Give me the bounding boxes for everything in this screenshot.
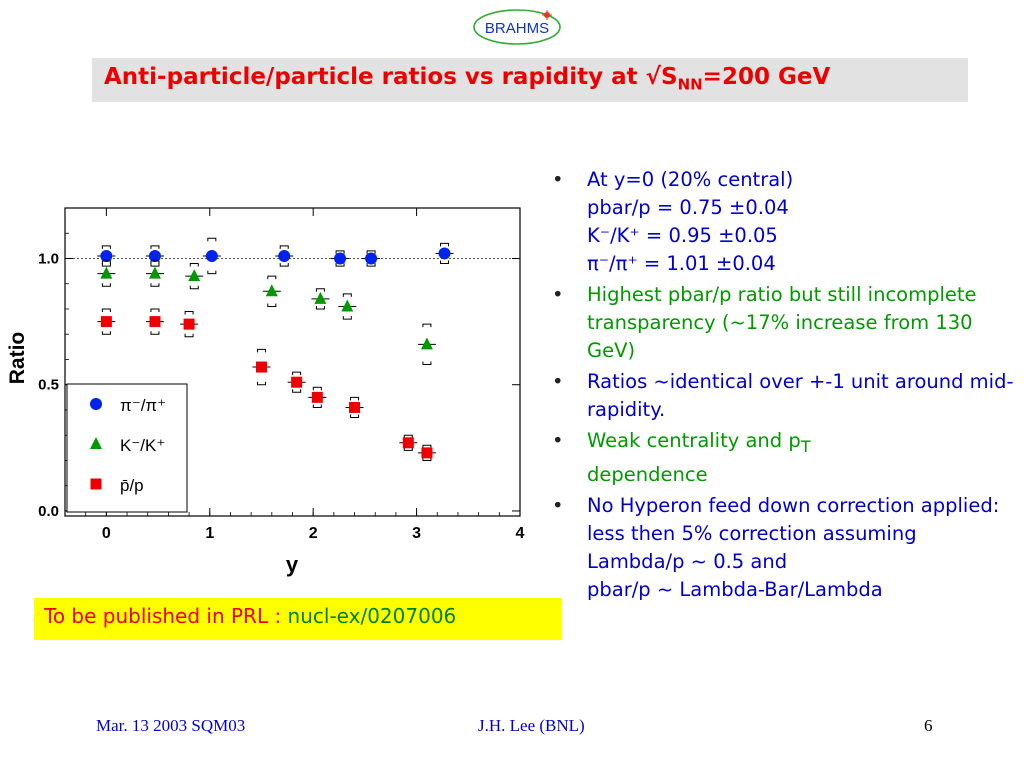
slide-title: Anti-particle/particle ratios vs rapidit… <box>104 64 830 94</box>
legend: π⁻/π⁺ K⁻/K⁺ p̄/p <box>66 383 188 513</box>
bullet-marker: • <box>552 429 564 452</box>
legend-items: π⁻/π⁺ K⁻/K⁺ p̄/p <box>90 396 166 495</box>
ratio-vs-rapidity-chart: 0 1 2 3 4 0.0 0.5 1.0 y Ratio π⁻/π⁺ K⁻/K⁺ p̄/p <box>6 207 525 577</box>
legend-box <box>66 383 188 513</box>
data-point-circle <box>148 249 161 262</box>
publication-reference: nucl-ex/0207006 <box>287 604 457 628</box>
y-tick-label: 1.0 <box>38 250 59 267</box>
x-tick-label: 4 <box>516 525 525 542</box>
bullet-line-text: Weak centrality and p <box>587 429 801 452</box>
data-point-circle <box>365 252 378 265</box>
bullet-line: pbar/p ~ Lambda-Bar/Lambda <box>587 577 883 601</box>
bullet-line: At y=0 (20% central) <box>587 168 794 191</box>
title-bar: Anti-particle/particle ratios vs rapidit… <box>92 58 968 102</box>
x-tick-label: 2 <box>309 525 318 542</box>
data-point-triangle <box>341 299 354 312</box>
bullet-line: Ratios ~identical over +-1 unit around m… <box>587 370 1014 421</box>
data-point-triangle <box>188 269 201 282</box>
data-point-triangle <box>148 266 161 279</box>
publication-prefix: To be published in PRL : <box>44 604 288 628</box>
pt-subscript: T <box>800 436 811 456</box>
y-tick-label: 0.0 <box>38 503 59 520</box>
bullet-marker: • <box>552 283 564 306</box>
legend-marker-circle <box>90 398 102 410</box>
x-tick-label: 3 <box>412 525 421 542</box>
legend-label: K⁻/K⁺ <box>120 436 165 455</box>
bullet-line: dependence <box>587 462 708 486</box>
bullet-marker: • <box>552 370 564 393</box>
data-point-circle <box>278 249 291 262</box>
data-point-square <box>421 447 433 459</box>
legend-label: π⁻/π⁺ <box>120 396 166 415</box>
logo-text: BRAHMS <box>485 20 549 37</box>
data-point-triangle <box>265 284 278 297</box>
bullet-line: Highest pbar/p ratio but still incomplet… <box>587 283 977 362</box>
bullet-list: • At y=0 (20% central) pbar/p = 0.75 ±0.… <box>548 166 1018 607</box>
bullet-line: No Hyperon feed down correction applied:… <box>587 493 1000 545</box>
bullet-y0-ratios: • At y=0 (20% central) pbar/p = 0.75 ±0.… <box>548 166 1018 278</box>
data-point-square <box>402 437 414 449</box>
legend-marker-triangle <box>90 437 102 449</box>
data-point-square <box>255 361 267 373</box>
title-prefix: Anti-particle/particle ratios vs rapidit… <box>104 64 678 90</box>
brahms-logo: BRAHMS <box>472 8 562 46</box>
publication-note: To be published in PRL : nucl-ex/0207006 <box>34 598 562 640</box>
bullet-feed-down: • No Hyperon feed down correction applie… <box>548 492 1018 604</box>
data-point-square <box>349 401 361 413</box>
data-point-square <box>291 376 303 388</box>
x-tick-label: 0 <box>102 525 111 542</box>
footer-author: J.H. Lee (BNL) <box>478 716 585 735</box>
legend-label: p̄/p <box>120 476 144 495</box>
bullet-centrality: • Weak centrality and pT dependence <box>548 427 1018 489</box>
data-point-square <box>100 316 112 328</box>
data-point-circle <box>100 249 113 262</box>
page-number: 6 <box>924 716 933 735</box>
data-point-square <box>149 316 161 328</box>
x-tick-label: 1 <box>205 525 214 542</box>
y-tick-label: 0.5 <box>38 377 59 394</box>
data-point-circle <box>438 247 451 260</box>
title-suffix: =200 GeV <box>702 64 831 90</box>
data-point-triangle <box>314 291 327 304</box>
data-points <box>97 237 454 461</box>
bullet-line: Weak centrality and pT <box>587 427 1018 461</box>
y-axis-label: Ratio <box>6 332 29 385</box>
title-subscript: NN <box>677 75 703 94</box>
bullet-transparency: • Highest pbar/p ratio but still incompl… <box>548 281 1018 365</box>
logo-star-icon <box>542 10 552 20</box>
bullet-line: Lambda/p ~ 0.5 and <box>587 549 788 573</box>
data-point-triangle <box>100 266 113 279</box>
pbar-p-value: pbar/p = 0.75 ±0.04 <box>587 196 789 219</box>
x-axis: 0 1 2 3 4 <box>64 208 525 542</box>
legend-marker-square <box>90 478 102 490</box>
bullet-mid-rapidity: • Ratios ~identical over +-1 unit around… <box>548 368 1018 424</box>
kaon-ratio-value: K⁻/K⁺ = 0.95 ±0.05 <box>587 224 778 247</box>
data-point-circle <box>334 252 347 265</box>
data-point-square <box>183 318 195 330</box>
x-axis-label: y <box>286 552 299 577</box>
data-point-square <box>311 391 323 403</box>
data-point-triangle <box>420 337 433 350</box>
footer-date-event: Mar. 13 2003 SQM03 <box>96 716 246 735</box>
pion-ratio-value: π⁻/π⁺ = 1.01 ±0.04 <box>587 252 776 275</box>
bullet-marker: • <box>552 168 564 191</box>
data-point-circle <box>205 249 218 262</box>
bullet-marker: • <box>552 493 564 517</box>
